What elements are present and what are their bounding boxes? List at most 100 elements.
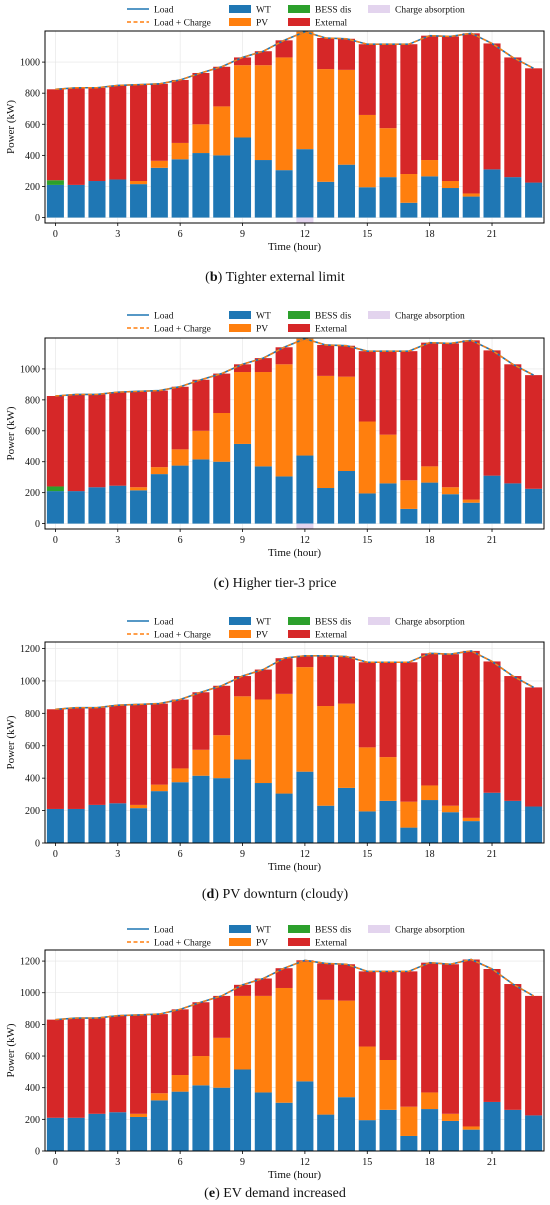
bar-pv: [171, 768, 189, 783]
legend-wt-swatch: [229, 311, 251, 319]
bar-external: [504, 676, 522, 801]
y-tick-label: 800: [25, 395, 40, 406]
bar-external: [337, 656, 356, 704]
bar-wt: [46, 491, 64, 524]
bar-pv: [171, 142, 189, 160]
bar-external: [254, 51, 272, 66]
bar-wt: [358, 187, 376, 218]
bar-wt: [441, 812, 459, 843]
bar-wt: [192, 459, 210, 524]
bar-bess: [46, 486, 64, 492]
bar-external: [46, 709, 64, 809]
bar-external: [88, 1018, 106, 1114]
load-line: [55, 958, 535, 1021]
bar-wt: [317, 181, 335, 218]
x-tick-label: 21: [487, 229, 497, 240]
legend-load-label: Load: [154, 6, 174, 16]
bar-pv: [337, 1000, 356, 1098]
legend-wt-swatch: [229, 5, 251, 13]
bar-external: [462, 650, 480, 818]
bar-wt: [337, 787, 356, 843]
x-tick-label: 3: [115, 229, 120, 240]
y-tick-label: 400: [25, 1083, 40, 1094]
bar-pv: [130, 181, 148, 185]
legend-pv-swatch: [229, 630, 251, 638]
caption-paren-close: ): [214, 887, 222, 902]
bar-wt: [150, 474, 168, 524]
bar-wt: [213, 778, 231, 843]
bar-pv: [233, 995, 252, 1070]
bar-wt: [150, 1100, 168, 1151]
bar-wt: [109, 1112, 127, 1151]
x-tick-label: 3: [115, 535, 120, 546]
bar-wt: [358, 811, 376, 843]
bar-wt: [192, 1085, 210, 1151]
y-tick-label: 200: [25, 182, 40, 193]
bar-wt: [109, 179, 127, 218]
bar-pv: [233, 65, 252, 138]
y-tick-label: 200: [25, 806, 40, 817]
plot-frame: [44, 949, 545, 1152]
bar-pv: [462, 499, 480, 503]
bar-external: [421, 342, 439, 467]
x-tick-label: 0: [53, 849, 58, 860]
bar-pv: [130, 804, 148, 809]
y-axis-label: Power (kW): [5, 1023, 17, 1077]
legend-charge-swatch: [368, 925, 390, 933]
bar-wt: [67, 808, 85, 843]
legend-wt-label: WT: [256, 926, 271, 936]
caption-letter: d: [206, 887, 214, 902]
legend-pv-swatch: [229, 18, 251, 26]
bar-external: [504, 364, 522, 484]
bar-pv: [421, 160, 439, 177]
legend: Load Load + Charge WT PV BESS dis External Cha…: [127, 5, 465, 29]
chart-panel-c: 0 200 400 600 800 1000 0 3 6 9 12 15 18 21 Time (hour)…: [5, 311, 545, 591]
bar-external: [525, 68, 543, 183]
x-tick-label: 21: [487, 849, 497, 860]
bar-wt: [254, 1092, 272, 1151]
figure-caption: (c) Higher tier-3 price: [214, 576, 337, 591]
bar-wt: [296, 771, 314, 843]
bar-pv: [275, 364, 293, 477]
bar-pv: [275, 57, 293, 171]
x-tick-label: 9: [240, 229, 245, 240]
bar-external: [171, 79, 189, 143]
bar-external: [213, 685, 231, 736]
legend-external-swatch: [288, 630, 310, 638]
bar-external: [441, 36, 459, 182]
bar-wt: [130, 808, 148, 843]
bar-charge: [296, 523, 314, 529]
bar-pv: [421, 466, 439, 483]
y-axis-label: Power (kW): [5, 715, 17, 769]
bar-wt: [213, 155, 231, 218]
bar-external: [192, 1002, 210, 1057]
legend: Load Load + Charge WT PV BESS dis External Cha…: [127, 925, 465, 949]
bar-external: [192, 692, 210, 750]
legend-charge-swatch: [368, 311, 390, 319]
x-axis-label: Time (hour): [268, 1169, 321, 1181]
x-tick-label: 18: [425, 849, 435, 860]
x-tick-label: 15: [362, 229, 372, 240]
bar-bess: [46, 180, 64, 185]
bar-external: [483, 661, 501, 793]
bar-pv: [254, 65, 272, 161]
bar-wt: [130, 184, 148, 218]
bar-external: [254, 358, 272, 373]
y-tick-label: 1200: [20, 957, 40, 968]
bar-wt: [192, 775, 210, 843]
legend-bess-swatch: [288, 311, 310, 319]
bar-pv: [462, 1126, 480, 1130]
legend-external-label: External: [315, 939, 348, 949]
bar-external: [462, 340, 480, 500]
bar-external: [46, 395, 64, 487]
bar-external: [171, 699, 189, 769]
bar-wt: [483, 475, 501, 524]
bar-external: [192, 72, 210, 125]
x-tick-label: 6: [178, 229, 183, 240]
bar-external: [379, 351, 397, 435]
bar-external: [317, 655, 335, 707]
legend-bess-label: BESS dis: [315, 618, 351, 628]
legend-load-label: Load: [154, 618, 174, 628]
bar-pv: [296, 961, 314, 1082]
x-tick-label: 6: [178, 535, 183, 546]
